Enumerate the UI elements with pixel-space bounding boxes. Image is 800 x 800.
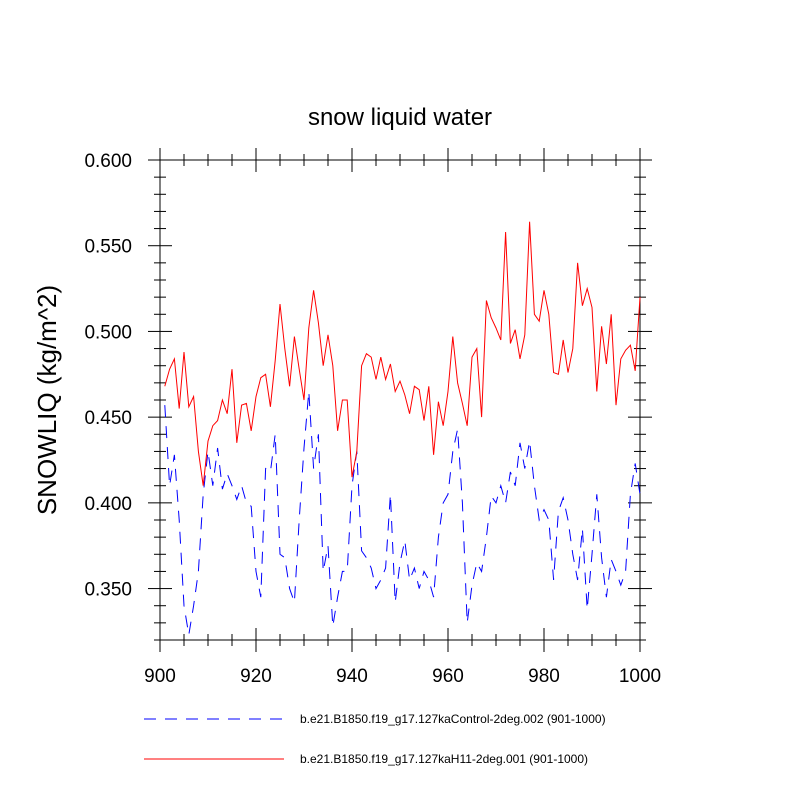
- chart-title: snow liquid water: [308, 104, 492, 131]
- x-tick-label: 940: [336, 666, 368, 687]
- x-tick-label: 920: [240, 666, 272, 687]
- y-tick-labels: 0.350 0.400 0.450 0.500 0.550 0.600: [84, 151, 132, 601]
- y-tick-label: 0.350: [84, 580, 132, 601]
- legend-label-h11: b.e21.B1850.f19_g17.127kaH11-2deg.001 (9…: [300, 752, 588, 766]
- y-tick-label: 0.600: [84, 151, 132, 172]
- x-tick-label: 960: [432, 666, 464, 687]
- y-tick-label: 0.400: [84, 494, 132, 515]
- axis-ticks: [148, 148, 652, 652]
- y-tick-label: 0.550: [84, 237, 132, 258]
- plot-frame: [159, 159, 641, 641]
- y-tick-label: 0.500: [84, 322, 132, 343]
- x-tick-label: 900: [144, 666, 176, 687]
- x-tick-label: 1000: [619, 666, 661, 687]
- legend-label-control: b.e21.B1850.f19_g17.127kaControl-2deg.00…: [300, 712, 606, 726]
- x-tick-labels: 900 920 940 960 980 1000: [144, 666, 661, 687]
- plot-border: [159, 159, 641, 641]
- series-line-h11: [164, 221, 641, 486]
- legend: b.e21.B1850.f19_g17.127kaControl-2deg.00…: [144, 712, 606, 766]
- x-tick-label: 980: [528, 666, 560, 687]
- y-tick-label: 0.450: [84, 408, 132, 429]
- series-layer: [164, 221, 641, 635]
- series-line-control: [164, 391, 641, 635]
- y-axis-label: SNOWLIQ (kg/m^2): [32, 285, 62, 515]
